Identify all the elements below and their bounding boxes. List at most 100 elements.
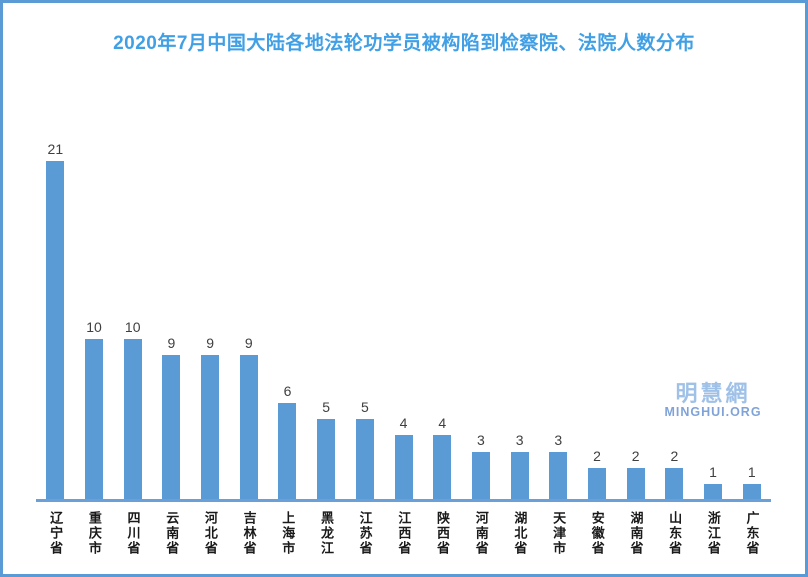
bar-slot: 10 [75, 133, 114, 500]
bar [85, 339, 104, 500]
category-label: 天津市 [539, 511, 578, 556]
category-label: 广东省 [732, 511, 771, 556]
category-label-text: 湖南省 [628, 511, 644, 556]
bar-slot: 4 [384, 133, 423, 500]
x-axis-line [36, 499, 771, 502]
minghui-watermark: 明慧網 MINGHUI.ORG [655, 382, 771, 420]
bar-slot: 3 [462, 133, 501, 500]
category-label: 安徽省 [578, 511, 617, 556]
bar [394, 435, 413, 500]
minghui-logo-cjk: 明慧網 [675, 381, 751, 406]
category-labels-row: 辽宁省 重庆市 四川省 云南省 河北省 吉林省 上海市 黑龙江 江苏省 江西省 陕西省 河南省 湖北省 天… [36, 511, 771, 556]
bar-value-label: 9 [206, 335, 214, 351]
bar [742, 484, 761, 500]
category-label-text: 陕西省 [435, 511, 451, 556]
bar-value-label: 5 [322, 399, 331, 415]
bar-value-label: 4 [438, 415, 447, 431]
category-label: 重庆市 [75, 511, 114, 556]
category-label-text: 云南省 [164, 511, 180, 556]
bar-value-label: 21 [47, 141, 64, 157]
category-label: 江西省 [384, 511, 423, 556]
category-label: 江苏省 [346, 511, 385, 556]
bar-slot: 3 [500, 133, 539, 500]
bar-slot: 2 [578, 133, 617, 500]
category-label: 黑龙江 [307, 511, 346, 556]
bar-value-label: 1 [709, 464, 717, 480]
category-label-text: 江苏省 [357, 511, 373, 556]
category-label-text: 湖北省 [512, 511, 528, 556]
plot-area: 21 10 10 9 9 9 6 5 5 4 4 3 3 3 2 2 2 1 1 辽宁省 重庆市 四川省 云南省 河北省 吉林… [36, 133, 771, 556]
bar [587, 468, 606, 500]
category-label: 辽宁省 [36, 511, 75, 556]
category-label-text: 河南省 [473, 511, 489, 556]
bar [704, 484, 723, 500]
bar-value-label: 10 [86, 319, 102, 335]
category-label: 云南省 [152, 511, 191, 556]
bar-value-label: 2 [631, 448, 640, 464]
bar-value-label: 3 [477, 432, 485, 448]
category-label: 湖南省 [616, 511, 655, 556]
category-label-text: 辽宁省 [48, 511, 64, 556]
category-label-text: 浙江省 [705, 511, 721, 556]
bar-value-label: 9 [244, 335, 253, 351]
category-label: 山东省 [655, 511, 694, 556]
bar-value-label: 3 [554, 432, 563, 448]
bar [123, 339, 142, 500]
bar-slot: 10 [113, 133, 152, 500]
bar-value-label: 1 [747, 464, 756, 480]
bar-slot: 9 [191, 133, 230, 500]
category-label-text: 山东省 [667, 511, 683, 556]
bar [46, 161, 65, 500]
bar [510, 452, 529, 500]
minghui-logo-latin: MINGHUI.ORG [664, 405, 762, 420]
bar-value-label: 2 [593, 448, 601, 464]
bar [162, 355, 181, 500]
bar-slot: 1 [732, 133, 771, 500]
bar-slot: 6 [268, 133, 307, 500]
bar-value-label: 4 [399, 415, 408, 431]
category-label: 河南省 [462, 511, 501, 556]
category-label: 吉林省 [229, 511, 268, 556]
bar-slot: 5 [307, 133, 346, 500]
bar [549, 452, 568, 500]
bar-value-label: 10 [124, 319, 141, 335]
category-label-text: 安徽省 [589, 511, 605, 556]
bar-slot: 2 [616, 133, 655, 500]
bar [433, 435, 452, 500]
category-label-text: 黑龙江 [318, 511, 334, 556]
category-label-text: 四川省 [125, 511, 141, 556]
bar-value-label: 9 [167, 335, 176, 351]
bar [278, 403, 297, 500]
bar-value-label: 2 [670, 448, 679, 464]
bar-value-label: 3 [515, 432, 524, 448]
bar-slot: 3 [539, 133, 578, 500]
bars-container: 21 10 10 9 9 9 6 5 5 4 4 3 3 3 2 2 2 1 1 [36, 133, 771, 500]
chart-title: 2020年7月中国大陆各地法轮功学员被构陷到检察院、法院人数分布 [113, 33, 695, 54]
bar [317, 419, 336, 500]
bar-slot: 21 [36, 133, 75, 500]
category-label-text: 上海市 [280, 511, 296, 556]
bar-slot: 1 [694, 133, 733, 500]
category-label: 四川省 [113, 511, 152, 556]
bar-slot: 4 [423, 133, 462, 500]
bar-slot: 9 [152, 133, 191, 500]
bar [239, 355, 258, 500]
bar-slot: 9 [229, 133, 268, 500]
category-label-text: 吉林省 [241, 511, 257, 556]
bar [201, 355, 220, 500]
bar-slot: 5 [346, 133, 385, 500]
category-label: 湖北省 [500, 511, 539, 556]
bar [626, 468, 645, 500]
bar-slot: 2 [655, 133, 694, 500]
category-label-text: 河北省 [202, 511, 218, 556]
category-label-text: 广东省 [744, 511, 760, 556]
category-label: 浙江省 [694, 511, 733, 556]
bar-value-label: 5 [360, 399, 369, 415]
category-label-text: 江西省 [396, 511, 412, 556]
category-label-text: 天津市 [551, 511, 567, 556]
bar [665, 468, 684, 500]
category-label-text: 重庆市 [86, 511, 102, 556]
bar [355, 419, 374, 500]
bar-value-label: 6 [283, 383, 292, 399]
